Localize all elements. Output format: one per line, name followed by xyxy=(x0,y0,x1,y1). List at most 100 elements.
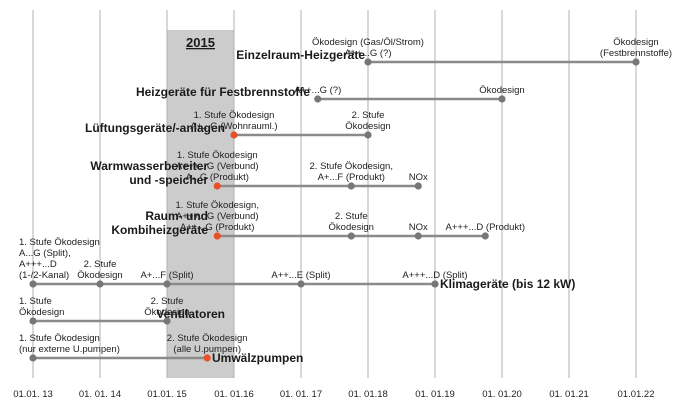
milestone-annotation: 1. Stufe Ökodesign xyxy=(19,296,64,318)
annotation-line: 1. Stufe xyxy=(19,296,52,307)
axis-tick-label: 01.01.22 xyxy=(618,389,655,400)
milestone-annotation: 2. Stufe Ökodesign xyxy=(345,110,390,132)
row-label-line: Warmwasserbereiter xyxy=(90,159,208,173)
annotation-line: (nur externe U.pumpen) xyxy=(19,344,120,355)
annotation-line: A+...G (Wohnrauml.) xyxy=(190,121,277,132)
annotation-line: 2. Stufe xyxy=(151,296,184,307)
annotation-line: A++...E (Split) xyxy=(271,270,330,281)
annotation-line: Ökodesign xyxy=(613,37,658,48)
milestone-dot xyxy=(364,58,372,66)
milestone-dot xyxy=(414,182,422,190)
row-label-line: Lüftungsgeräte/-anlagen xyxy=(85,121,225,135)
milestone-dot xyxy=(213,232,221,240)
milestone-annotation: 1. Stufe Ökodesign A...G (Split), A+++...D… xyxy=(19,237,100,281)
axis-tick-label: 01.01. 15 xyxy=(147,389,187,400)
milestone-dot xyxy=(414,232,422,240)
milestone-annotation: Ökodesign (Festbrennstoffe) xyxy=(600,37,672,59)
annotation-line: Ökodesign xyxy=(144,307,189,318)
annotation-line: 1. Stufe Ökodesign xyxy=(194,110,275,121)
milestone-dot xyxy=(314,95,322,103)
annotation-line: Ökodesign xyxy=(77,270,122,281)
annotation-line: A...G (Produkt) xyxy=(186,172,249,183)
milestone-dot xyxy=(29,280,37,288)
milestone-dot xyxy=(163,280,171,288)
axis-tick-label: 01.01. 13 xyxy=(13,389,53,400)
milestone-dot xyxy=(96,280,104,288)
highlight-year-label: 2015 xyxy=(186,35,215,50)
milestone-dot xyxy=(163,317,171,325)
annotation-line: A+...F (Split) xyxy=(140,270,193,281)
annotation-line: A+++...D xyxy=(19,259,57,270)
annotation-line: Ökodesign xyxy=(329,222,374,233)
row-label: Ventilatoren xyxy=(156,307,225,321)
milestone-dot xyxy=(498,95,506,103)
axis-tick-label: 01. 01. 14 xyxy=(79,389,121,400)
milestone-dot xyxy=(431,280,439,288)
annotation-line: (Festbrennstoffe) xyxy=(600,48,672,59)
milestone-annotation: NOx xyxy=(409,172,428,183)
annotation-line: 2. Stufe xyxy=(84,259,117,270)
milestone-annotation: A+...F (Split) xyxy=(140,270,193,281)
milestone-dot xyxy=(29,317,37,325)
milestone-dot xyxy=(203,354,211,362)
milestone-annotation: Ökodesign (Gas/Öl/Strom) A++...G (?) xyxy=(312,37,424,59)
annotation-line: 1. Stufe Ökodesign xyxy=(177,150,258,161)
milestone-dot xyxy=(29,354,37,362)
axis-tick-label: 01. 01.18 xyxy=(348,389,388,400)
grid-lines xyxy=(32,10,637,378)
time-axis: 01.01. 13 01. 01. 14 01.01. 15 01. 01.16 01.… xyxy=(13,389,654,400)
row-label-line: Umwälzpumpen xyxy=(212,351,303,365)
axis-tick-label: 01. 01. 17 xyxy=(280,389,322,400)
row-label: Raum- und Kombiheizgeräte xyxy=(111,209,208,237)
milestone-annotation: NOx xyxy=(409,222,428,233)
annotation-line: A+++...D (Produkt) xyxy=(446,222,525,233)
row-label: Warmwasserbereiter und -speicher xyxy=(90,159,208,187)
annotation-line: Ökodesign xyxy=(345,121,390,132)
row-label: Klimageräte (bis 12 kW) xyxy=(440,277,575,291)
annotation-line: A+++...G (Verbund) xyxy=(176,211,259,222)
axis-tick-label: 01. 01.19 xyxy=(415,389,455,400)
milestone-dot xyxy=(481,232,489,240)
row-umwaelzpumpen: Umwälzpumpen 1. Stufe Ökodesign (nur exter… xyxy=(19,333,303,365)
milestone-annotation: 2. Stufe Ökodesign xyxy=(329,211,374,233)
annotation-line: Ökodesign xyxy=(19,307,64,318)
annotation-line: A++...G (?) xyxy=(345,48,392,59)
row-klima: Klimageräte (bis 12 kW) 1. Stufe Ökodesig… xyxy=(19,237,575,291)
milestone-annotation: A+++...D (Split) xyxy=(402,270,467,281)
row-label: Einzelraum-Heizgeräte xyxy=(236,48,365,62)
milestone-annotation: 2. Stufe Ökodesign xyxy=(144,296,189,318)
row-label: Umwälzpumpen xyxy=(212,351,303,365)
annotation-line: NOx xyxy=(409,172,428,183)
milestone-annotation: A++...G (?) xyxy=(294,85,341,96)
annotation-line: Ökodesign (Gas/Öl/Strom) xyxy=(312,37,424,48)
milestone-dot xyxy=(347,182,355,190)
row-label-line: Ventilatoren xyxy=(156,307,225,321)
annotation-line: 2. Stufe xyxy=(335,211,368,222)
annotation-line: 1. Stufe Ökodesign xyxy=(19,333,100,344)
milestone-annotation: 1. Stufe Ökodesign A+++...G (Verbund) A...… xyxy=(176,150,259,183)
row-label-line: Einzelraum-Heizgeräte xyxy=(236,48,365,62)
annotation-line: Ökodesign xyxy=(479,85,524,96)
annotation-line: A++...G (Produkt) xyxy=(180,222,254,233)
annotation-line: A+++...D (Split) xyxy=(402,270,467,281)
annotation-line: 1. Stufe Ökodesign, xyxy=(176,200,259,211)
annotation-line: 1. Stufe Ökodesign xyxy=(19,237,100,248)
milestone-annotation: 1. Stufe Ökodesign, A+++...G (Verbund) A++… xyxy=(176,200,259,233)
milestone-annotation: 1. Stufe Ökodesign (nur externe U.pumpen) xyxy=(19,333,120,355)
milestone-dot xyxy=(364,131,372,139)
annotation-line: (1-/2-Kanal) xyxy=(19,270,69,281)
axis-tick-label: 01. 01.16 xyxy=(214,389,254,400)
annotation-line: NOx xyxy=(409,222,428,233)
annotation-line: A+...F (Produkt) xyxy=(318,172,385,183)
milestone-annotation: 2. Stufe Ökodesign, A+...F (Produkt) xyxy=(310,161,393,183)
milestone-annotation: Ökodesign xyxy=(479,85,524,96)
milestone-annotation: A+++...D (Produkt) xyxy=(446,222,525,233)
axis-tick-label: 01. 01.20 xyxy=(482,389,522,400)
